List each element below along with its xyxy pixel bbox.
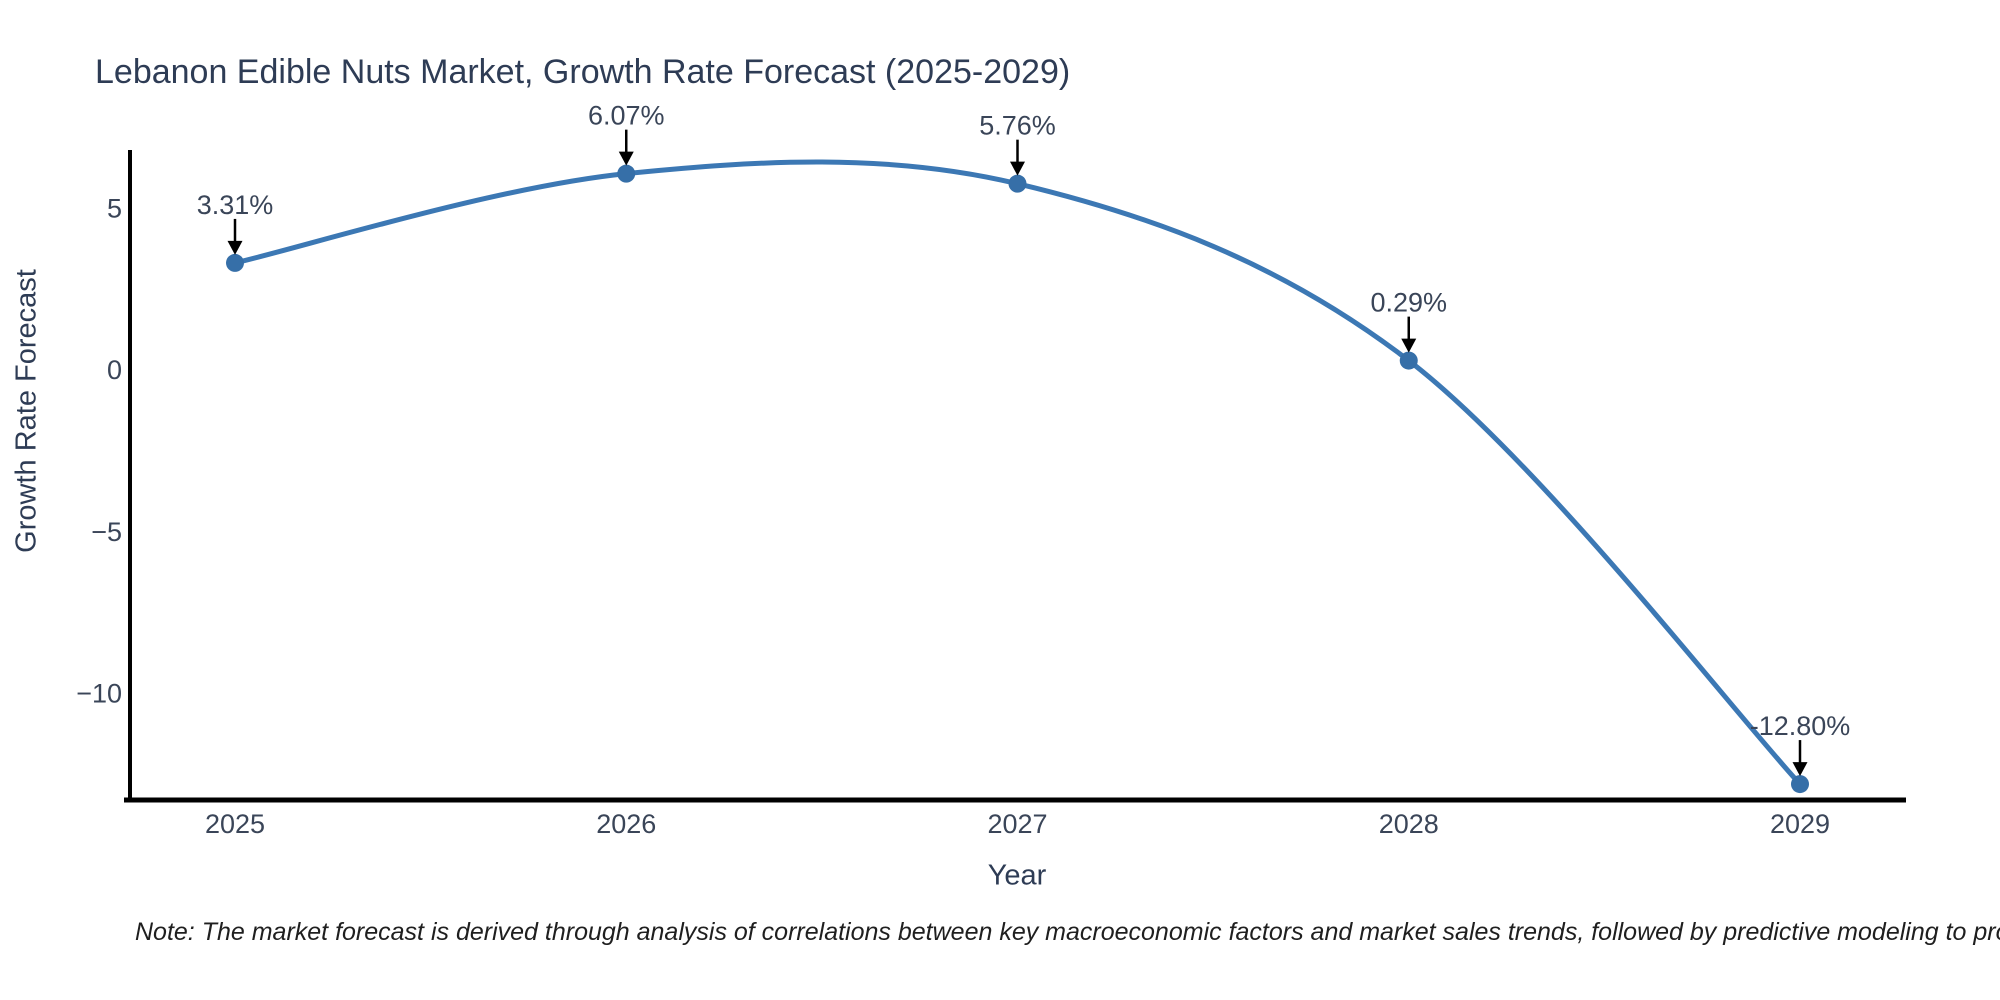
data-point-marker xyxy=(226,253,244,272)
y-tick-label: −5 xyxy=(91,517,122,547)
data-point-marker xyxy=(1791,775,1809,794)
y-tick-label: 5 xyxy=(107,193,122,223)
chart-footnote: Note: The market forecast is derived thr… xyxy=(135,918,2000,946)
annotation-arrow-head xyxy=(618,151,634,166)
annotation-arrow-head xyxy=(227,240,243,255)
point-value-label: 5.76% xyxy=(979,111,1056,141)
point-value-label: -12.80% xyxy=(1750,711,1851,741)
x-tick-label: 2029 xyxy=(1770,809,1830,839)
x-tick-label: 2026 xyxy=(596,809,656,839)
y-tick-label: −10 xyxy=(76,679,122,709)
forecast-line xyxy=(232,159,1803,787)
point-value-label: 3.31% xyxy=(197,190,274,220)
data-point-marker xyxy=(1008,174,1027,193)
x-tick-label: 2027 xyxy=(987,809,1047,839)
annotation-arrow-head xyxy=(1401,338,1417,353)
chart-title: Lebanon Edible Nuts Market, Growth Rate … xyxy=(95,53,1071,91)
y-tick-label: 0 xyxy=(107,355,122,385)
y-axis-title: Growth Rate Forecast xyxy=(10,269,43,553)
data-point-marker xyxy=(1399,351,1418,370)
data-point-marker xyxy=(617,164,636,183)
annotation-arrow-head xyxy=(1792,762,1808,777)
x-tick-label: 2025 xyxy=(205,809,265,839)
point-value-label: 6.07% xyxy=(588,101,665,131)
annotation-arrow-head xyxy=(1010,161,1025,176)
point-value-label: 0.29% xyxy=(1370,288,1447,318)
x-axis-title: Year xyxy=(987,859,1047,892)
x-tick-label: 2028 xyxy=(1379,809,1439,839)
